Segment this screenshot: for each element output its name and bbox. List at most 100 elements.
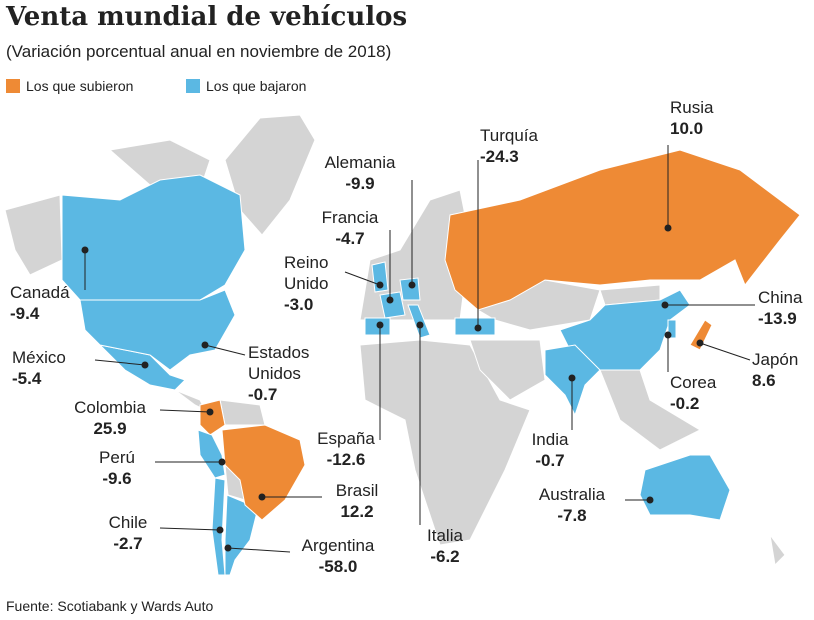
country-name: México [12,348,66,367]
country-shape [639,454,731,521]
land [224,114,316,236]
country-name: Francia [321,208,379,227]
location-dot [568,374,576,382]
country-shape [199,399,226,436]
country-value: -13.9 [758,309,797,328]
leader-line [204,344,246,356]
country-value: -0.2 [670,394,700,413]
leader-line [227,547,291,553]
country-value: 25.9 [93,419,127,438]
location-dot [416,321,424,329]
land [769,534,786,567]
country-label: Colombia 25.9 [60,397,160,439]
location-dot [201,341,209,349]
country-shape [98,344,186,391]
country-value: -5.4 [12,369,42,388]
country-shape [407,304,431,339]
country-shape [399,277,421,301]
title: Venta mundial de vehículos [6,2,408,32]
country-name: Perú [99,448,135,467]
source: Fuente: Scotiabank y Wards Auto [6,598,214,614]
country-label: India -0.7 [520,429,580,471]
country-name: Japón [752,350,799,369]
country-label: Argentina -58.0 [288,535,388,577]
country-value: -12.6 [326,450,366,469]
country-shape [221,424,306,521]
leader-line [344,271,381,286]
subtitle: (Variación porcentual anual en noviembre… [6,42,392,61]
land [469,339,546,401]
country-shape [79,289,236,371]
location-dot [661,301,669,309]
country-name: Canadá [10,283,70,302]
country-value: 8.6 [752,371,776,390]
country-name: Estados Unidos [248,343,310,383]
country-value: -24.3 [480,147,519,166]
country-label: Alemania -9.9 [315,152,405,194]
country-value: 10.0 [670,119,704,138]
country-shape [444,149,801,311]
location-dot [386,296,394,304]
legend-swatch [6,79,20,93]
country-shape [689,319,713,351]
country-name: Reino Unido [284,253,329,293]
country-name: Rusia [670,98,714,117]
location-dot [408,281,416,289]
country-name: Argentina [301,536,375,555]
country-value: -0.7 [248,385,278,404]
country-name: India [531,430,569,449]
country-label: México -5.4 [12,347,102,389]
country-name: Brasil [335,481,379,500]
leader-line [159,527,221,531]
country-label: Corea -0.2 [670,372,730,414]
country-label: Perú -9.6 [82,447,152,489]
location-dot [224,544,232,552]
location-dot [81,246,89,254]
country-label: Brasil 12.2 [322,480,392,522]
location-dot [258,493,266,501]
legend-label: Los que bajaron [206,78,307,94]
legend-swatch [186,79,200,93]
country-name: Australia [538,485,606,504]
country-value: 12.2 [340,502,374,521]
leader-line [94,359,146,366]
country-value: -58.0 [318,557,358,576]
country-name: Turquía [480,126,538,145]
country-label: Reino Unido -3.0 [284,252,354,315]
country-label: Turquía -24.3 [480,125,570,167]
country-value: -6.2 [430,547,460,566]
location-dot [376,321,384,329]
location-dot [206,408,214,416]
country-label: Chile -2.7 [98,512,158,554]
country-label: Australia -7.8 [522,484,622,526]
location-dot [696,339,704,347]
country-value: -7.8 [557,506,587,525]
country-value: -9.9 [345,174,375,193]
location-dot [664,224,672,232]
country-name: Italia [427,526,463,545]
country-label: Rusia 10.0 [670,97,740,139]
location-dot [376,281,384,289]
country-shape [197,429,226,479]
country-label: China -13.9 [758,287,814,329]
country-label: Japón 8.6 [752,349,812,391]
location-dot [646,496,654,504]
location-dot [141,361,149,369]
country-value: -0.7 [535,451,565,470]
country-shape [61,174,246,301]
location-dot [474,324,482,332]
country-label: Canadá -9.4 [10,282,100,324]
country-value: -9.6 [102,469,132,488]
country-value: -3.0 [284,295,314,314]
land [359,339,531,546]
legend-label: Los que subieron [26,78,134,94]
location-dot [218,458,226,466]
country-name: China [758,288,803,307]
country-name: Chile [108,513,148,532]
leader-line [159,409,211,413]
country-value: -4.7 [335,229,365,248]
leader-line [699,342,751,361]
country-name: España [317,429,375,448]
